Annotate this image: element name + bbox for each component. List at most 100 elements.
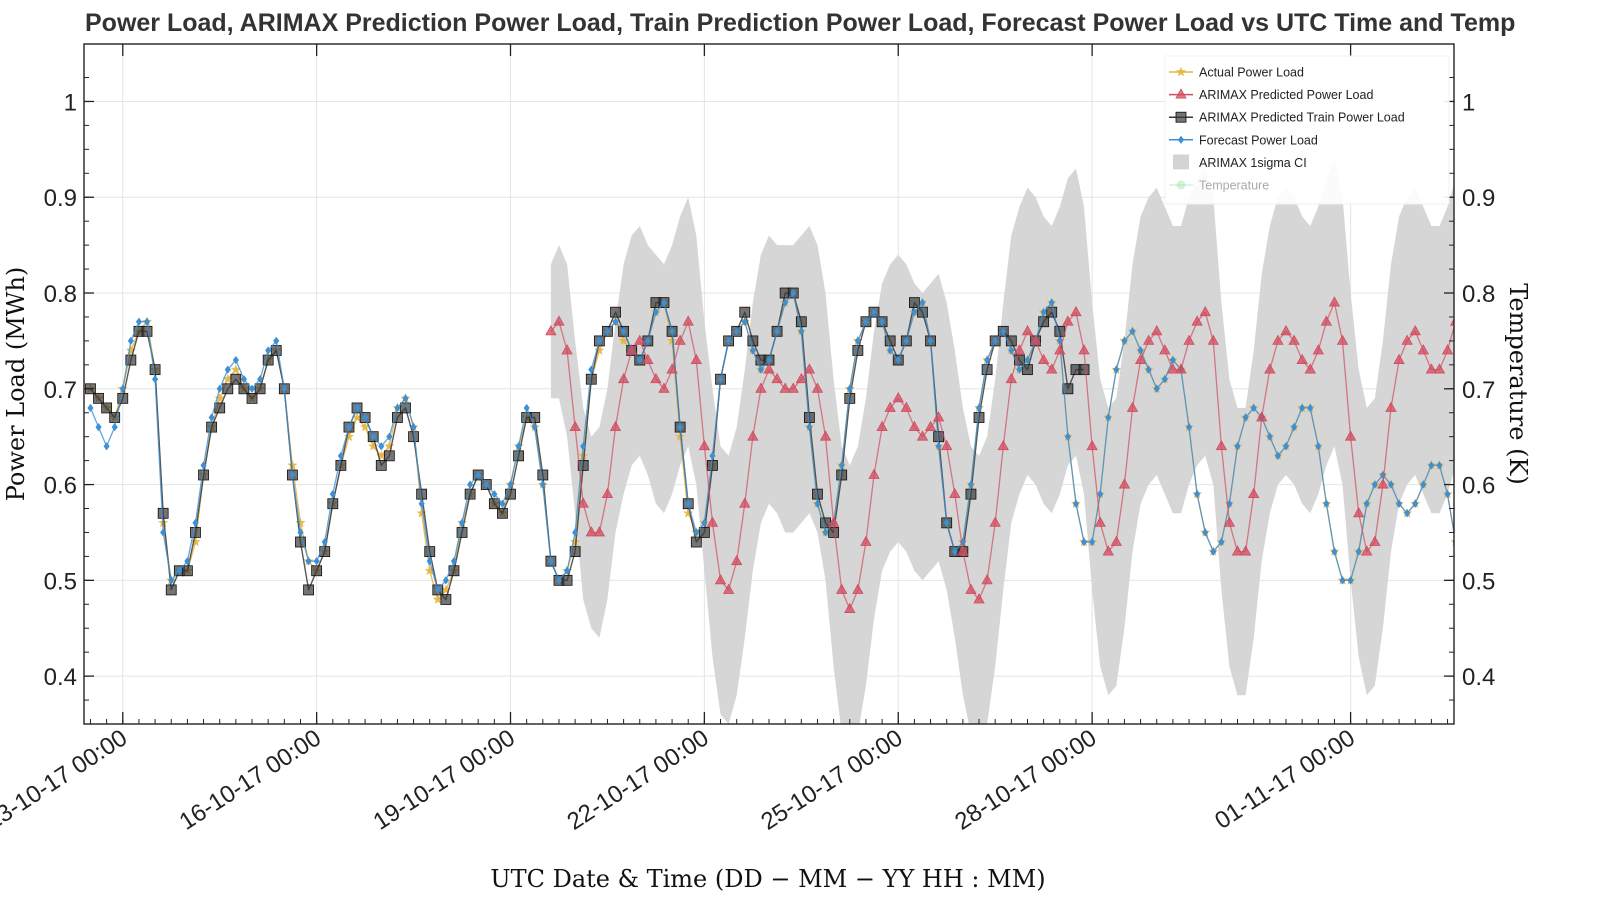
data-point <box>650 372 662 384</box>
data-point <box>660 298 668 307</box>
data-point <box>127 336 134 346</box>
data-point <box>860 535 872 546</box>
data-point <box>975 403 983 413</box>
data-point <box>981 364 993 376</box>
data-point <box>666 363 678 374</box>
data-point <box>1588 316 1598 325</box>
data-point <box>690 536 702 548</box>
data-point <box>757 365 764 374</box>
data-point <box>876 420 888 431</box>
x-tick-label: 25-10-17 00:00 <box>756 724 907 835</box>
data-point <box>900 401 913 412</box>
legend-marker <box>1175 111 1187 123</box>
data-point <box>1436 461 1443 470</box>
data-point <box>1037 353 1050 364</box>
data-point <box>1409 325 1421 336</box>
data-point <box>1572 336 1581 345</box>
data-point <box>1274 451 1281 460</box>
data-point <box>1024 355 1031 365</box>
data-point <box>806 422 813 432</box>
data-point <box>674 431 686 442</box>
data-point <box>642 353 654 364</box>
data-point <box>868 468 880 479</box>
data-point <box>594 344 605 355</box>
data-point <box>763 363 775 374</box>
data-point <box>1078 344 1090 355</box>
y-tick-label: 0.7 <box>44 377 77 404</box>
data-point <box>467 480 474 489</box>
data-point <box>1580 432 1589 441</box>
data-point <box>200 461 207 470</box>
data-point <box>1315 442 1322 451</box>
data-point <box>1153 384 1160 393</box>
data-point <box>418 499 425 508</box>
y-tick-label: 1 <box>64 89 77 116</box>
data-point <box>1296 353 1308 364</box>
data-point <box>1564 307 1573 316</box>
data-point <box>1194 490 1201 499</box>
data-point <box>1008 346 1015 355</box>
data-point <box>321 537 328 547</box>
data-point <box>911 308 918 317</box>
data-point <box>507 480 514 489</box>
data-point <box>908 420 921 431</box>
data-point <box>168 576 175 585</box>
data-point <box>553 315 565 326</box>
data-point <box>967 480 975 489</box>
data-point <box>273 336 280 346</box>
data-point <box>265 346 272 355</box>
data-point <box>790 288 797 298</box>
data-point <box>941 439 953 451</box>
data-point <box>617 372 630 384</box>
data-point <box>1072 499 1080 508</box>
data-point <box>1102 545 1114 556</box>
data-point <box>943 518 950 527</box>
data-point <box>747 335 759 347</box>
data-point <box>1304 363 1316 374</box>
data-point <box>1290 422 1298 432</box>
data-point <box>1080 537 1088 547</box>
data-point <box>677 422 684 432</box>
data-point <box>327 498 339 510</box>
data-point <box>1118 478 1131 489</box>
y2-tick-label: 0.5 <box>1462 568 1495 595</box>
data-point <box>1000 327 1007 336</box>
data-point <box>1428 461 1435 470</box>
series-layer <box>85 287 1598 613</box>
data-point <box>329 490 336 499</box>
data-point <box>1121 336 1128 346</box>
data-point <box>515 442 522 451</box>
data-point <box>795 372 807 384</box>
data-point <box>1564 374 1574 383</box>
data-point <box>281 384 288 393</box>
data-point <box>634 334 646 345</box>
data-point <box>844 602 856 613</box>
data-point <box>924 420 937 431</box>
data-point <box>827 516 840 527</box>
data-point <box>965 488 977 500</box>
data-point <box>1223 516 1236 527</box>
data-point <box>1534 347 1539 354</box>
data-point <box>311 565 323 577</box>
data-point <box>1572 355 1582 364</box>
data-point <box>1467 345 1477 354</box>
data-point <box>1218 537 1225 547</box>
data-point <box>491 490 498 499</box>
data-point <box>248 384 256 393</box>
data-point <box>1097 490 1104 499</box>
data-point <box>1339 576 1346 585</box>
legend-label: ARIMAX 1sigma CI <box>1199 156 1307 170</box>
data-point <box>1272 334 1284 345</box>
data-point <box>206 421 218 433</box>
data-point <box>1582 433 1587 440</box>
data-point <box>609 420 622 431</box>
data-point <box>698 527 710 538</box>
data-point <box>1086 439 1098 451</box>
data-point <box>795 316 807 328</box>
data-point <box>1142 334 1155 345</box>
data-point <box>1580 326 1590 335</box>
x-tick-label: 16-10-17 00:00 <box>175 724 326 835</box>
data-point <box>569 420 581 431</box>
data-point <box>892 392 904 403</box>
data-point <box>879 317 886 326</box>
